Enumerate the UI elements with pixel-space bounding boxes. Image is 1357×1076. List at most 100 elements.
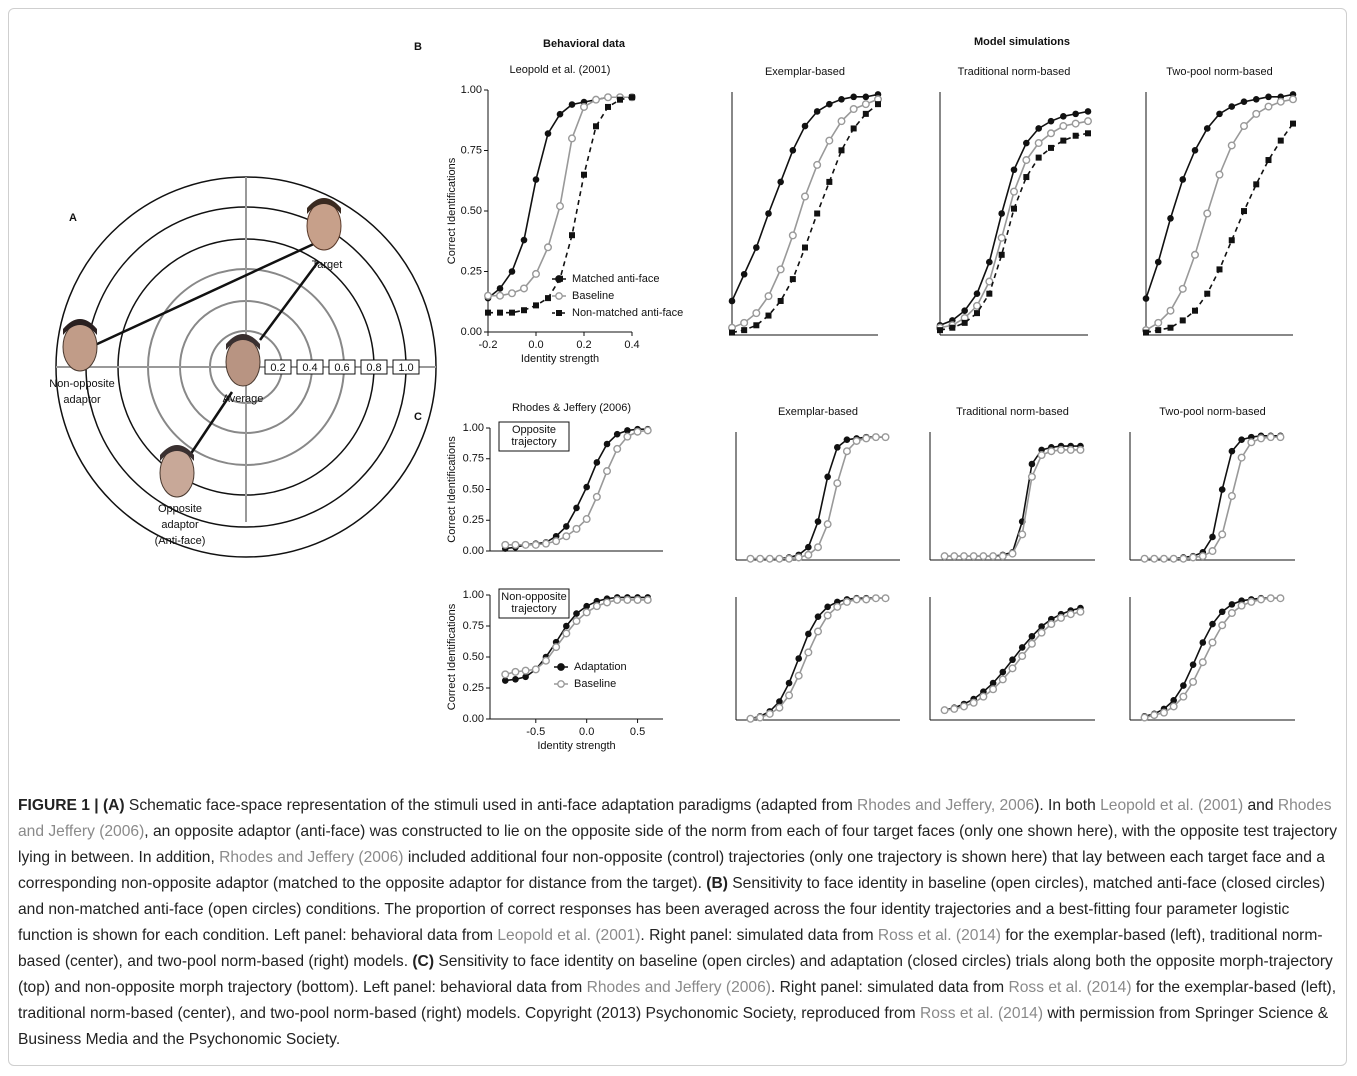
y-tick-label: 0.50 [463,651,484,663]
x-axis-label: Identity strength [521,353,599,365]
data-marker [1218,486,1226,493]
data-marker [563,523,570,530]
data-marker [1060,137,1067,144]
data-marker [573,504,580,512]
data-marker [1018,530,1027,539]
data-marker [1252,95,1260,103]
fit-line [750,436,886,560]
node-label: (Anti-face) [155,535,206,547]
data-marker [1228,237,1235,244]
data-marker [843,436,851,443]
data-marker [862,93,870,101]
data-marker [823,611,832,620]
data-marker [613,444,622,453]
panel-label: A [69,212,77,224]
data-marker [1203,209,1212,218]
y-tick-label: 1.00 [463,422,484,434]
data-marker [785,691,794,700]
caption-link[interactable]: Rhodes and Jeffery (2006) [219,849,404,866]
data-marker [1237,601,1246,610]
data-marker [875,101,881,108]
data-marker [1047,117,1055,125]
x-tick-label: -0.5 [526,726,545,738]
x-axis-label: Identity strength [537,740,615,752]
data-marker [998,210,1005,217]
data-marker [813,160,822,169]
ring-label: 0.6 [334,362,349,374]
data-marker [1159,708,1168,717]
data-marker [765,554,774,563]
y-tick-label: 0.75 [461,144,482,156]
data-marker [604,93,613,102]
caption-link[interactable]: Leopold et al. (2001) [497,927,641,944]
data-marker [485,309,491,316]
fit-line [731,98,879,329]
caption-link[interactable]: Rhodes and Jeffery (2006) [18,797,1332,840]
data-marker [765,210,772,217]
data-marker [501,670,510,679]
data-marker [1208,638,1217,647]
data-marker [1264,102,1273,111]
data-marker [999,668,1007,676]
data-marker [1142,295,1150,302]
data-marker [552,643,561,652]
data-marker [741,327,748,334]
plot-title: Exemplar-based [778,406,858,418]
legend-marker [555,292,563,300]
data-marker [581,171,587,178]
data-marker [973,290,981,297]
data-marker [746,554,755,563]
face-icons [62,198,342,498]
data-marker [629,94,635,101]
data-marker [765,312,772,319]
caption-link[interactable]: Rhodes and Jeffery (2006) [586,979,771,996]
data-marker [1169,702,1178,711]
caption-plain: . Right panel: simulated data from [640,927,878,944]
caption-plain: Sensitivity to face identity in baseline… [18,875,1326,944]
caption-link[interactable]: Ross et al. (2014) [919,1005,1044,1022]
data-marker [568,101,576,108]
inset-box [498,588,570,619]
data-marker [583,483,590,491]
node-label: adaptor [63,394,101,406]
caption-bold: FIGURE 1 | (A) [18,797,125,814]
data-marker [804,550,813,559]
caption-link[interactable]: Rhodes and Jeffery, 2006 [857,797,1035,814]
caption-link[interactable]: Ross et al. (2014) [877,927,1001,944]
data-marker [522,673,529,681]
data-marker [1154,318,1163,327]
data-marker [728,297,736,305]
data-marker [1290,120,1296,127]
data-marker [613,595,622,604]
caption-link[interactable]: Ross et al. (2014) [1008,979,1132,996]
data-marker [775,703,784,712]
data-marker [552,537,561,546]
data-marker [1199,639,1207,646]
data-marker [862,595,871,604]
data-marker [997,233,1006,242]
data-marker [497,309,503,316]
caption-link[interactable]: Leopold et al. (2001) [1100,797,1244,814]
data-marker [1218,608,1226,616]
data-marker [1203,125,1211,132]
data-marker [785,554,794,563]
caption-plain: ). In both [1034,797,1101,814]
ring-label: 1.0 [398,362,413,374]
data-marker [805,543,812,551]
fit-line [750,436,886,560]
plot-title: Exemplar-based [765,66,845,78]
y-tick-label: 1.00 [461,84,482,96]
data-marker [1057,613,1066,622]
fit-line [944,449,1081,557]
plot-title: Traditional norm-based [958,66,1071,78]
data-marker [961,319,968,326]
data-marker [969,698,978,707]
data-marker [825,136,834,145]
plot-title: Leopold et al. (2001) [510,64,611,76]
data-marker [833,444,841,451]
ring-label-box [264,359,292,375]
data-marker [765,709,774,718]
data-marker [1046,129,1055,138]
data-marker [521,307,527,314]
data-marker [623,432,632,441]
